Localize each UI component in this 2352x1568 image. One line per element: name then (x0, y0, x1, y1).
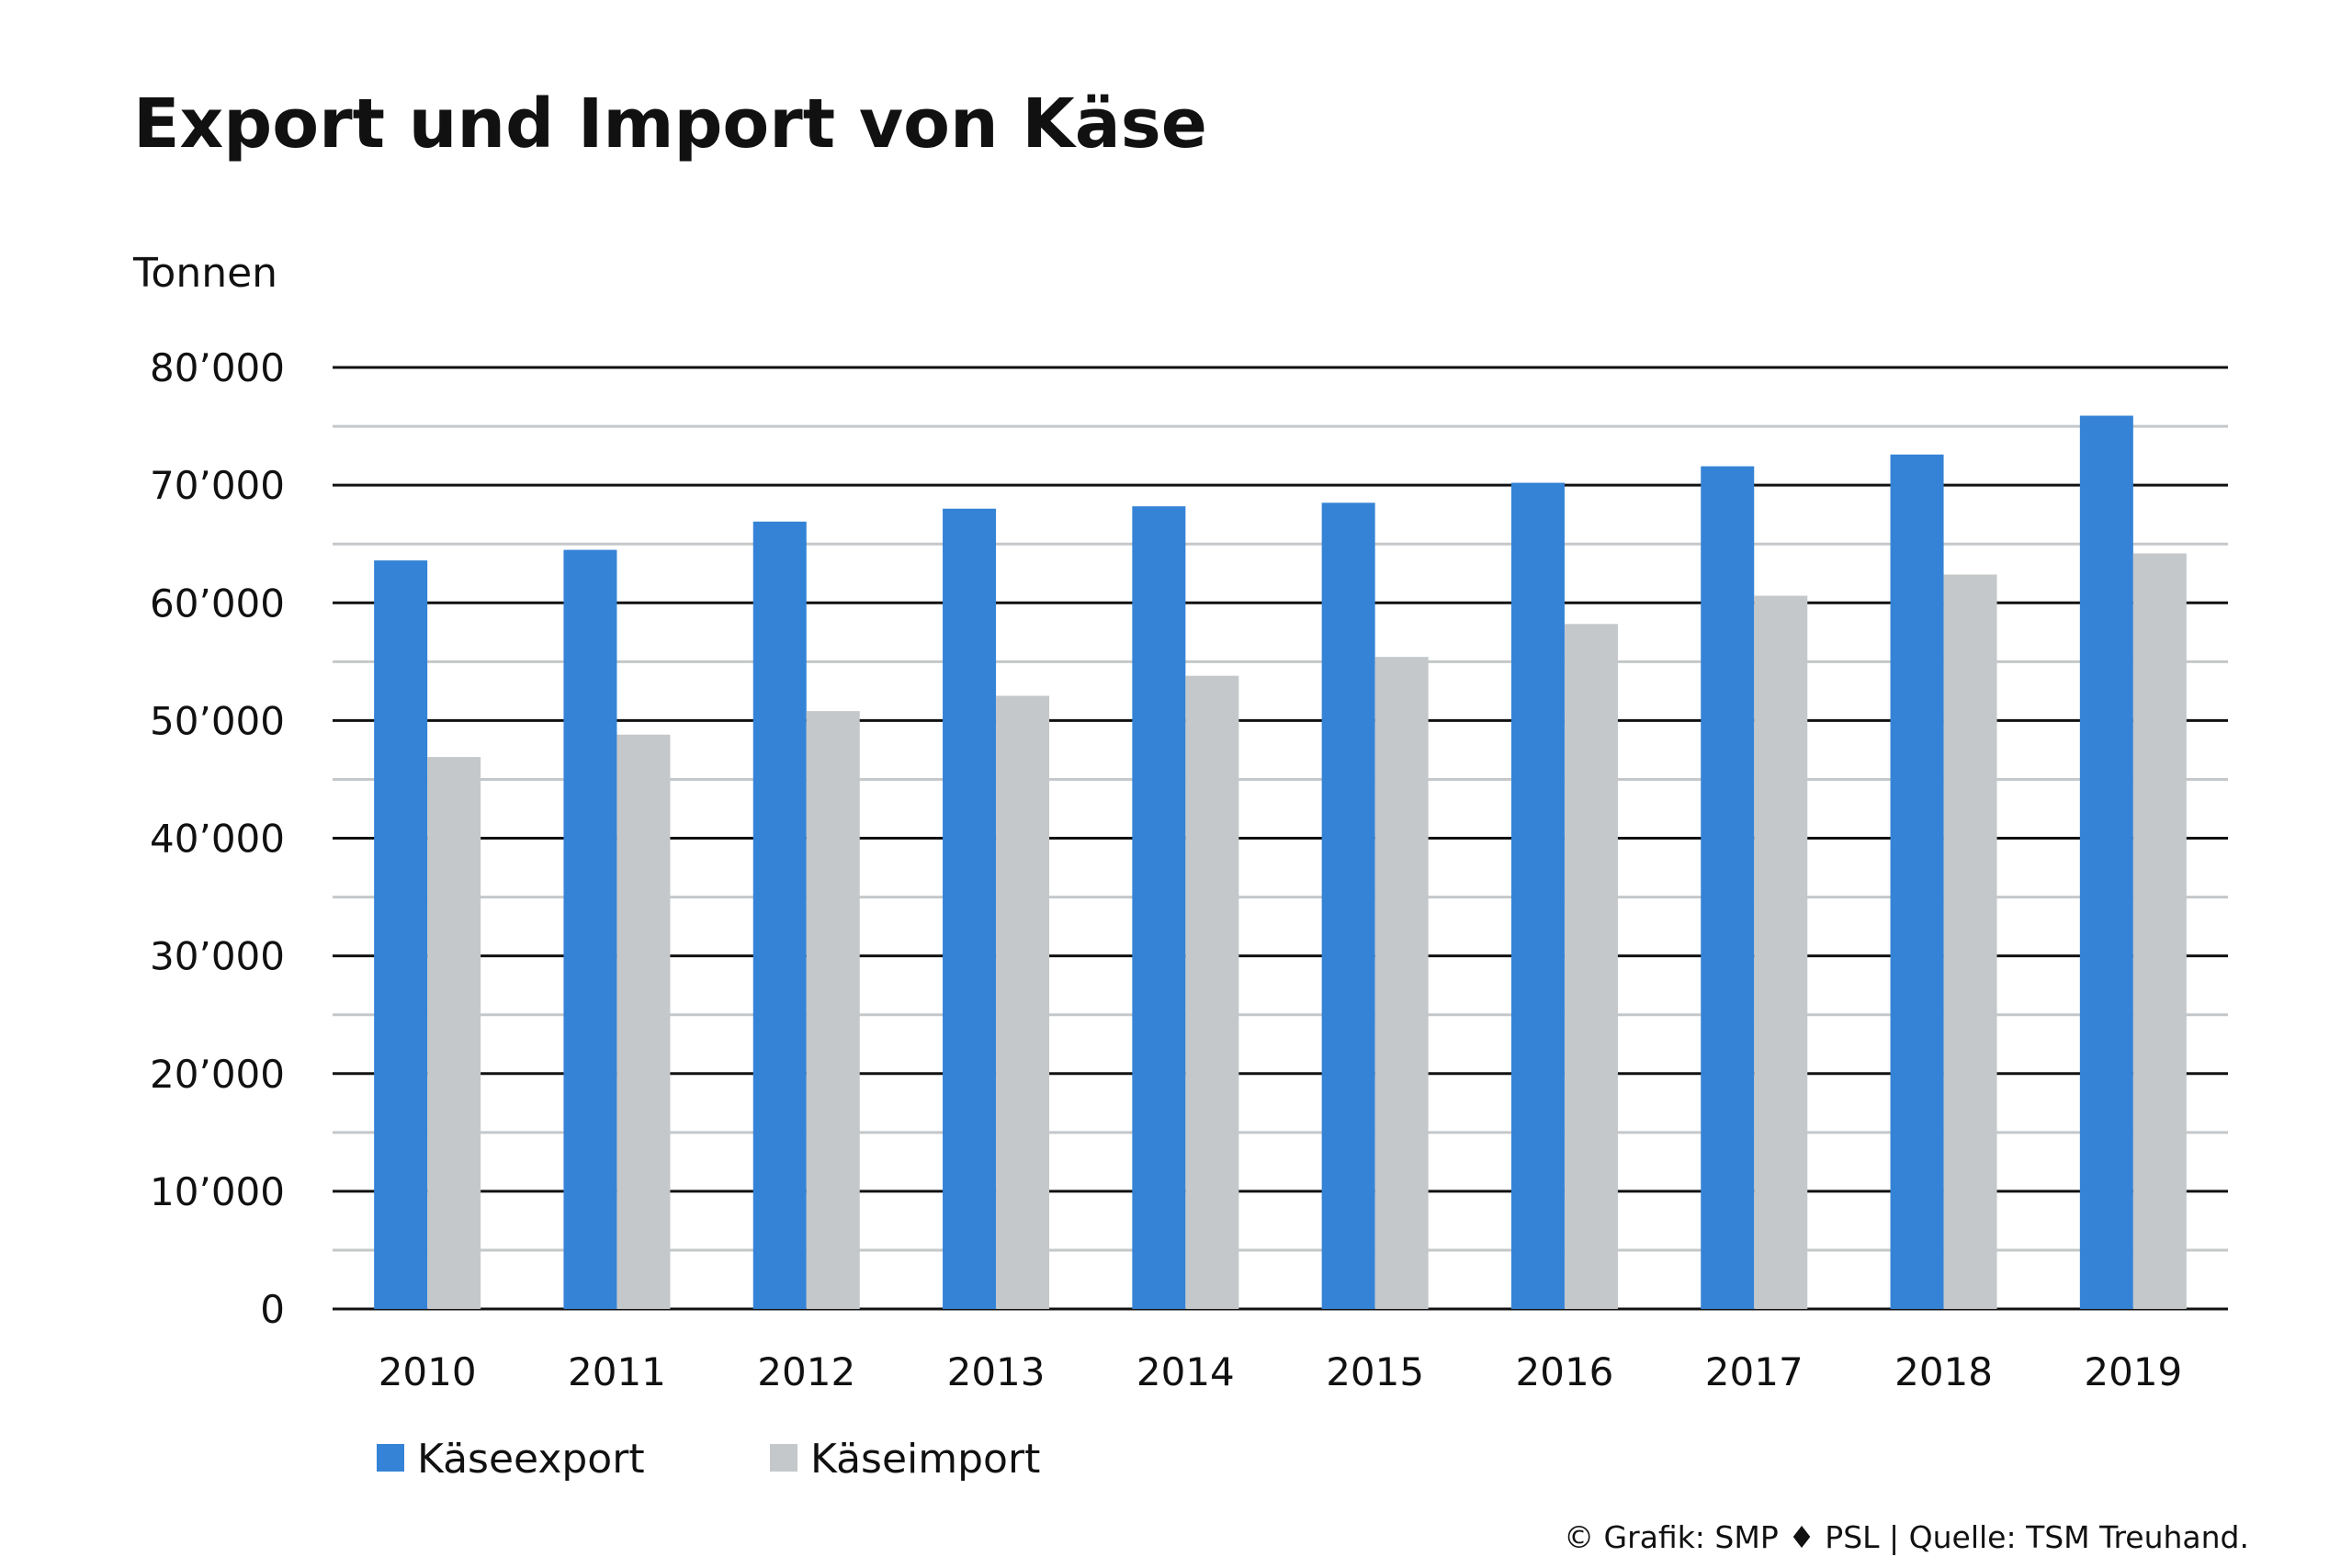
legend-swatch (770, 1444, 797, 1472)
x-tick-label: 2010 (379, 1349, 477, 1394)
bars (374, 415, 2187, 1309)
bar-export-2015 (1321, 502, 1375, 1309)
y-tick-label: 40’000 (150, 817, 285, 862)
bar-import-2019 (2132, 553, 2187, 1309)
x-tick-label: 2012 (757, 1349, 855, 1394)
x-tick-label: 2011 (568, 1349, 666, 1394)
legend: Käseexport Käseimport (377, 1436, 1040, 1483)
y-tick-label: 20’000 (150, 1052, 285, 1097)
y-tick-label: 70’000 (150, 463, 285, 508)
x-tick-label: 2017 (1705, 1349, 1804, 1394)
bar-export-2012 (752, 521, 807, 1309)
bar-import-2014 (1185, 675, 1239, 1309)
bar-import-2013 (996, 695, 1050, 1309)
legend-label: Käseimport (810, 1436, 1040, 1483)
bar-export-2017 (1701, 466, 1755, 1309)
bar-export-2019 (2079, 415, 2133, 1309)
bar-export-2018 (1890, 454, 1944, 1309)
x-tick-label: 2018 (1894, 1349, 1993, 1394)
bar-import-2010 (427, 757, 481, 1309)
legend-label: Käseexport (417, 1436, 645, 1483)
y-tick-label: 10’000 (150, 1169, 285, 1214)
bar-export-2011 (563, 549, 617, 1309)
bar-import-2016 (1564, 624, 1618, 1309)
x-tick-label: 2014 (1136, 1349, 1235, 1394)
x-tick-label: 2019 (2084, 1349, 2182, 1394)
source-credit: © Grafik: SMP ♦ PSL | Quelle: TSM Treuha… (1564, 1519, 2249, 1555)
y-axis-ticks: 0 10’000 20’000 30’000 40’000 50’000 60’000 70’… (150, 345, 285, 1332)
y-tick-label: 0 (260, 1287, 285, 1332)
y-tick-label: 50’000 (150, 698, 285, 743)
legend-swatch (377, 1444, 404, 1472)
y-axis-label: Tonnen (132, 250, 277, 297)
y-tick-label: 30’000 (150, 934, 285, 979)
bar-import-2012 (806, 711, 860, 1309)
y-tick-label: 80’000 (150, 345, 285, 390)
bar-export-2013 (943, 508, 997, 1309)
bar-export-2014 (1132, 506, 1186, 1309)
bar-import-2018 (1943, 574, 1997, 1309)
x-tick-label: 2015 (1326, 1349, 1424, 1394)
bar-import-2017 (1754, 595, 1808, 1309)
bar-export-2016 (1510, 482, 1565, 1309)
bar-import-2011 (616, 734, 671, 1309)
x-tick-label: 2016 (1516, 1349, 1614, 1394)
chart-title: Export und Import von Käse (133, 85, 1207, 164)
bar-export-2010 (374, 560, 428, 1309)
bar-import-2015 (1374, 657, 1429, 1309)
y-tick-label: 60’000 (150, 581, 285, 626)
x-axis-ticks: 2010 2011 2012 2013 2014 2015 2016 2017 2018 2019 (379, 1349, 2183, 1394)
x-tick-label: 2013 (947, 1349, 1046, 1394)
